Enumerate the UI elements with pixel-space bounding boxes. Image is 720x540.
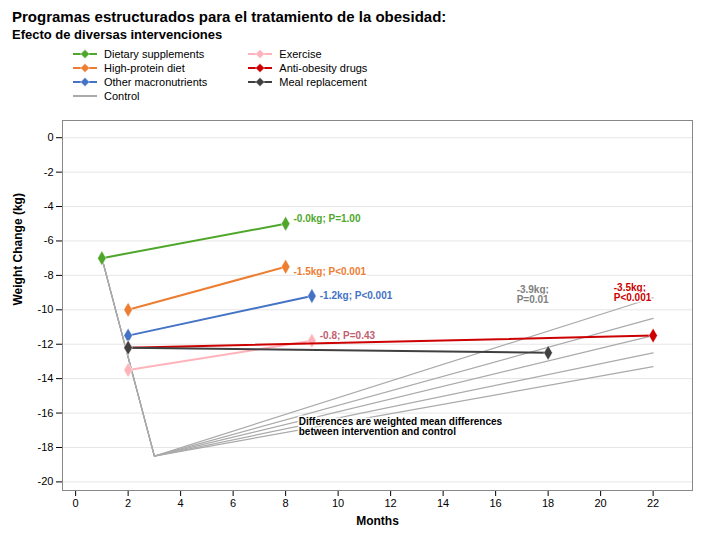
svg-text:14: 14 bbox=[437, 497, 449, 509]
svg-text:Weight Change (kg): Weight Change (kg) bbox=[11, 193, 25, 305]
svg-text:10: 10 bbox=[332, 497, 344, 509]
svg-text:22: 22 bbox=[647, 497, 659, 509]
svg-text:-6: -6 bbox=[44, 234, 54, 246]
svg-text:-2: -2 bbox=[44, 166, 54, 178]
svg-text:-4: -4 bbox=[44, 200, 54, 212]
svg-text:0: 0 bbox=[73, 497, 79, 509]
svg-text:-20: -20 bbox=[38, 475, 54, 487]
svg-text:-3.5kg;P<0.001: -3.5kg;P<0.001 bbox=[614, 282, 652, 303]
svg-text:-16: -16 bbox=[38, 407, 54, 419]
svg-text:-18: -18 bbox=[38, 441, 54, 453]
svg-text:20: 20 bbox=[595, 497, 607, 509]
html-text:Other macronutrients: Other macronutrients bbox=[104, 76, 208, 88]
svg-text:8: 8 bbox=[283, 497, 289, 509]
html-text:Dietary supplements: Dietary supplements bbox=[104, 48, 205, 60]
svg-text:18: 18 bbox=[542, 497, 554, 509]
svg-text:-0.8; P=0.43: -0.8; P=0.43 bbox=[320, 330, 376, 341]
svg-text:-0.0kg; P=1.00: -0.0kg; P=1.00 bbox=[294, 213, 361, 224]
svg-text:6: 6 bbox=[230, 497, 236, 509]
svg-text:-10: -10 bbox=[38, 303, 54, 315]
svg-text:-14: -14 bbox=[38, 372, 54, 384]
html-text:High-protein diet: High-protein diet bbox=[104, 62, 185, 74]
svg-text:16: 16 bbox=[490, 497, 502, 509]
svg-text:2: 2 bbox=[125, 497, 131, 509]
svg-text:-1.2kg; P<0.001: -1.2kg; P<0.001 bbox=[320, 290, 393, 301]
svg-text:-3.9kg;P=0.01: -3.9kg;P=0.01 bbox=[517, 284, 549, 305]
svg-text:Differences are weighted mean: Differences are weighted mean difference… bbox=[299, 416, 503, 437]
html-text:Programas estructurados para e: Programas estructurados para el tratamie… bbox=[12, 8, 447, 25]
html-text:Efecto de diversas intervencio: Efecto de diversas intervenciones bbox=[12, 27, 223, 42]
html-text:Exercise: Exercise bbox=[279, 48, 322, 60]
html-text:Control: Control bbox=[104, 90, 140, 102]
svg-text:-1.5kg; P<0.001: -1.5kg; P<0.001 bbox=[294, 266, 367, 277]
svg-text:0: 0 bbox=[47, 131, 53, 143]
svg-text:Months: Months bbox=[356, 514, 399, 528]
html-text:Meal replacement: Meal replacement bbox=[279, 76, 367, 88]
svg-text:12: 12 bbox=[385, 497, 397, 509]
svg-text:4: 4 bbox=[178, 497, 184, 509]
html-text:Anti-obesity drugs: Anti-obesity drugs bbox=[279, 62, 368, 74]
svg-text:-8: -8 bbox=[44, 269, 54, 281]
svg-text:-12: -12 bbox=[38, 338, 54, 350]
